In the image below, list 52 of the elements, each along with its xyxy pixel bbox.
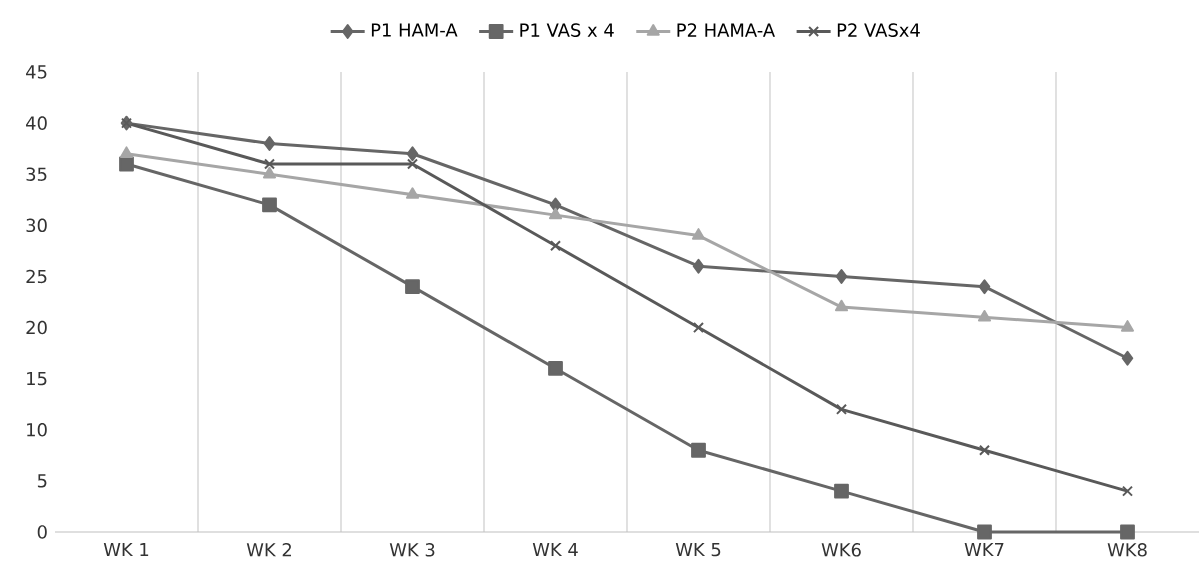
point [549, 240, 562, 252]
y-tick-label: 35 [26, 167, 47, 181]
point [119, 156, 134, 172]
point [1121, 485, 1134, 497]
x-tick-label: WK 3 [389, 543, 435, 557]
y-tick-label: 25 [26, 269, 47, 284]
x-tick-label: WK 1 [103, 543, 149, 557]
x-tick-label: WK 5 [675, 543, 721, 557]
point [691, 228, 706, 240]
point [406, 146, 419, 162]
y-tick-label: 0 [37, 525, 47, 539]
y-tick-label: 10 [27, 422, 47, 437]
legend-label: P1 VAS x 4 [520, 23, 614, 37]
point [977, 524, 992, 540]
point [262, 197, 277, 213]
point [835, 403, 848, 415]
y-tick-label: 15 [27, 372, 47, 386]
x-tick-label: WK7 [964, 543, 1004, 557]
x-tick-label: WK 2 [246, 543, 292, 557]
point [692, 322, 705, 334]
legend-label: P2 VASx4 [837, 23, 920, 37]
x-tick-label: WK8 [1107, 543, 1147, 557]
x-tick-label: WK6 [821, 543, 861, 557]
point [405, 279, 420, 295]
point [263, 158, 276, 170]
x-tick-label: WK 4 [532, 543, 578, 557]
point [119, 146, 134, 158]
point [691, 442, 706, 458]
point [1121, 350, 1134, 366]
point [262, 166, 277, 179]
point [834, 483, 849, 499]
point [405, 187, 420, 199]
point [406, 158, 419, 170]
y-tick-label: 20 [26, 320, 47, 335]
point [978, 279, 991, 295]
point [977, 309, 992, 322]
point [1120, 320, 1135, 332]
legend-label: P2 HAMA-A [677, 23, 775, 37]
y-tick-label: 30 [26, 218, 47, 233]
point [263, 136, 276, 151]
point [1120, 524, 1135, 540]
point [549, 197, 562, 213]
point [692, 258, 705, 274]
point [835, 269, 848, 284]
y-tick-label: 5 [37, 474, 47, 488]
point [978, 444, 991, 456]
point [548, 361, 563, 376]
legend-label: P1 HAM-A [371, 23, 458, 37]
y-tick-label: 40 [26, 116, 47, 130]
point [548, 207, 563, 220]
y-tick-label: 45 [26, 65, 47, 79]
point [834, 299, 849, 312]
